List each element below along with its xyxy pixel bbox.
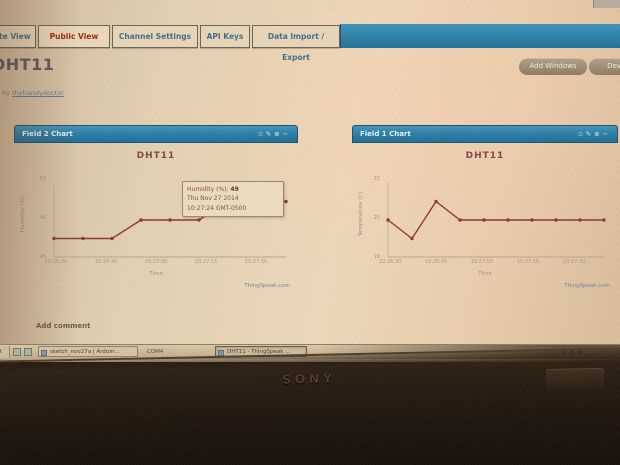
field1-plot <box>386 183 606 258</box>
tab-public-view[interactable]: Public View <box>38 25 110 48</box>
author-link[interactable]: thehandydoctor <box>12 89 64 97</box>
xtick: 10:27:30 <box>244 259 268 265</box>
tooltip-time: 10:27:24 GMT-0500 <box>187 204 247 212</box>
tab-private-view[interactable]: Private View <box>0 25 36 48</box>
browser-app-icon <box>218 349 224 356</box>
xtick: 10:27:30 <box>562 259 586 265</box>
field2-window-controls: ▫✎⊕− <box>258 126 291 142</box>
taskbar-item-com4[interactable]: COM4 <box>142 346 188 357</box>
quicklaunch-icon[interactable] <box>24 348 32 356</box>
settings-icon[interactable]: ⊕ <box>594 130 603 138</box>
field2-xaxis-label: Time <box>149 271 163 277</box>
add-comment-link[interactable]: Add comment <box>36 322 91 330</box>
sony-logo: SONY <box>282 371 336 387</box>
field2-chart-title: DHT11 <box>136 151 176 161</box>
field1-window-title: Field 1 Chart <box>360 130 411 138</box>
collapse-icon[interactable]: − <box>282 130 291 138</box>
channel-tabs: Private View Public View Channel Setting… <box>0 23 620 62</box>
thingspeak-watermark[interactable]: ThingSpeak.com <box>244 283 290 289</box>
taskbar-item-arduino[interactable]: sketch_nov27a | Arduin... <box>38 346 138 357</box>
field2-window-title: Field 2 Chart <box>22 130 73 138</box>
xtick: 10:27:00 <box>470 259 494 265</box>
tab-api-keys[interactable]: API Keys <box>200 25 250 48</box>
ytick: 50 <box>39 176 46 182</box>
start-button-fragment[interactable]: t <box>0 346 10 358</box>
field1-window-controls: ▫✎⊕− <box>578 126 611 142</box>
dev-button[interactable]: Dev <box>589 58 620 75</box>
settings-icon[interactable]: ⊕ <box>274 130 283 138</box>
field1-xaxis-label: Time <box>478 271 492 277</box>
add-windows-button[interactable]: Add Windows <box>519 58 587 75</box>
xtick: 10:27:00 <box>144 259 168 265</box>
xtick: 10:26:45 <box>424 259 448 265</box>
edit-icon[interactable]: ✎ <box>265 130 275 138</box>
field1-chart-title: DHT11 <box>465 151 505 161</box>
byline: by thehandydoctor <box>2 89 64 97</box>
taskbar-item-label: DHT11 - ThingSpeak ... <box>227 349 291 355</box>
xtick: 10:26:30 <box>44 259 68 265</box>
field2-plot <box>52 183 288 258</box>
tabbar-filler <box>340 24 620 48</box>
chart-tooltip: Humidity (%): 49 Thu Nov 27 2014 10:27:2… <box>182 181 284 217</box>
xtick: 10:26:30 <box>378 259 402 265</box>
ytick: 46 <box>39 254 46 260</box>
popout-icon[interactable]: ▫ <box>258 130 266 138</box>
popout-icon[interactable]: ▫ <box>578 130 586 138</box>
laptop-bezel: SONY <box>0 346 620 465</box>
tab-channel-settings[interactable]: Channel Settings <box>112 25 198 48</box>
taskbar-item-label: COM4 <box>147 349 164 355</box>
tooltip-series-label: Humidity (%): <box>187 186 229 193</box>
field2-chart: DHT11 Humidity (%) 50 48 46 10:26:30 10:… <box>14 145 298 305</box>
field1-chart: DHT11 Temperature (C) 22 20 18 10:26:30 … <box>352 145 618 305</box>
thingspeak-watermark[interactable]: ThingSpeak.com <box>564 283 610 289</box>
field1-window-header[interactable]: Field 1 Chart ▫✎⊕− <box>352 125 618 143</box>
arduino-app-icon <box>41 349 47 356</box>
quicklaunch-icon[interactable] <box>13 348 21 356</box>
xtick: 10:27:15 <box>516 259 540 265</box>
collapse-icon[interactable]: − <box>602 130 611 138</box>
screen-content: Private View Public View Channel Setting… <box>0 0 620 362</box>
xtick: 10:27:15 <box>194 259 218 265</box>
taskbar-item-label: sketch_nov27a | Arduin... <box>50 349 120 355</box>
tooltip-date: Thu Nov 27 2014 <box>187 195 239 203</box>
page-title: DHT11 <box>0 55 55 74</box>
laptop-hinge <box>545 367 605 392</box>
edit-icon[interactable]: ✎ <box>585 130 595 138</box>
tooltip-value: 49 <box>230 186 239 193</box>
tab-data-import-export[interactable]: Data Import / Export <box>252 25 340 62</box>
byline-prefix: by <box>2 89 10 97</box>
browser-scrollbar[interactable] <box>593 0 620 8</box>
ytick: 48 <box>39 215 46 221</box>
field2-window-header[interactable]: Field 2 Chart ▫✎⊕− <box>14 125 298 143</box>
xtick: 10:26:45 <box>94 259 118 265</box>
